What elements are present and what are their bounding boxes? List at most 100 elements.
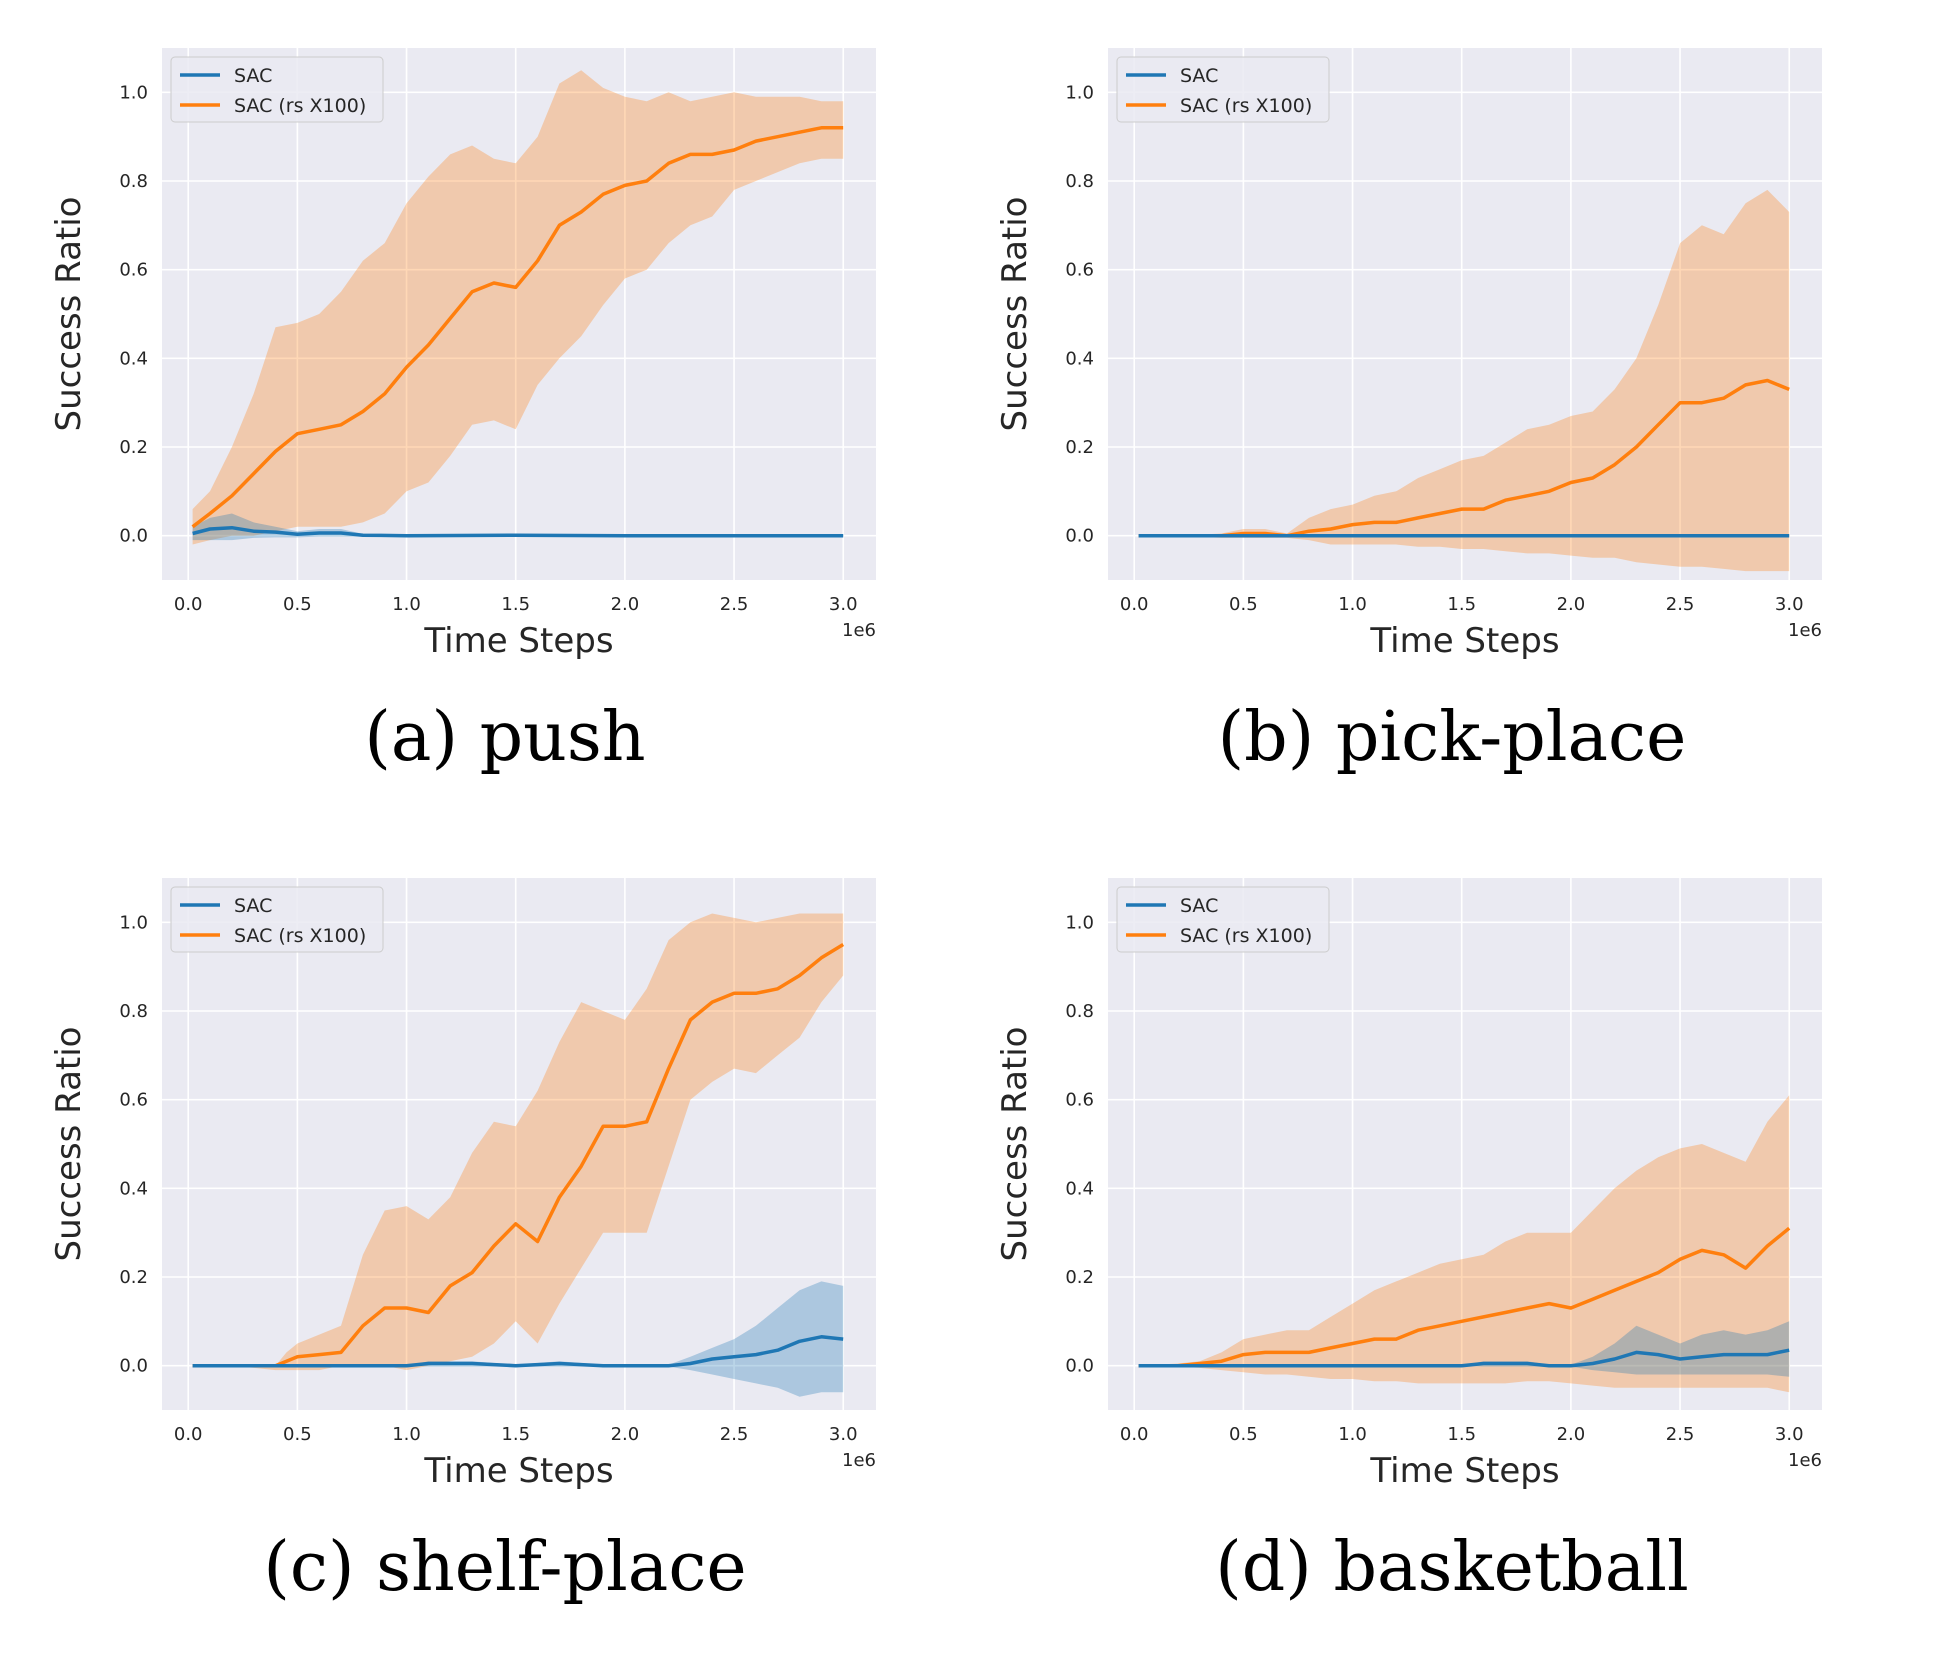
y-tick-label: 1.0 [1065, 82, 1094, 103]
y-axis-label: Success Ratio [49, 197, 89, 432]
x-tick-label: 1.0 [392, 594, 421, 615]
x-tick-label: 2.0 [1557, 594, 1586, 615]
x-tick-label: 1.0 [1338, 594, 1367, 615]
legend-label-sac: SAC [234, 65, 272, 87]
series-line-sac [192, 1335, 844, 1368]
x-tick-label: 1.5 [1447, 1424, 1476, 1445]
y-tick-label: 0.4 [119, 348, 148, 369]
confidence-band-sac-rs [192, 70, 844, 545]
x-tick-label: 3.0 [1775, 1424, 1804, 1445]
chart-panel-4: 0.0 0.5 1.0 1.5 2.0 2.5 3.0 0.0 0.2 0.4 0.6 0.8 1.0 1… [995, 878, 1822, 1607]
confidence-band-sac-rs [192, 913, 844, 1371]
x-tick-label: 2.5 [720, 594, 749, 615]
x-tick-label: 2.5 [720, 1424, 749, 1445]
y-tick-label: 0.8 [119, 171, 148, 192]
x-tick-label: 0.0 [1120, 594, 1149, 615]
y-axis-label: Success Ratio [49, 1027, 89, 1262]
y-tick-label: 1.0 [1065, 912, 1094, 933]
x-tick-label: 0.5 [1229, 1424, 1258, 1445]
x-tick-label: 3.0 [1775, 594, 1804, 615]
x-tick-label: 1.0 [392, 1424, 421, 1445]
legend-label-sac-rs: SAC (rs X100) [1180, 925, 1312, 947]
plot-area [162, 48, 876, 580]
x-tick-label: 1.5 [501, 594, 530, 615]
y-tick-label: 0.2 [119, 437, 148, 458]
subfigure-caption: (c) shelf-place [263, 1528, 746, 1607]
y-tick-label: 0.2 [1065, 437, 1094, 458]
x-tick-label: 2.0 [1557, 1424, 1586, 1445]
y-axis-label: Success Ratio [995, 1027, 1035, 1262]
confidence-band-sac [1138, 1321, 1790, 1377]
x-offset-label: 1e6 [842, 620, 876, 641]
chart-panel-3: 0.0 0.5 1.0 1.5 2.0 2.5 3.0 0.0 0.2 0.4 0.6 0.8 1.0 1… [49, 878, 876, 1607]
x-tick-label: 0.5 [283, 1424, 312, 1445]
x-tick-label: 2.0 [611, 594, 640, 615]
legend-box [1116, 56, 1330, 123]
x-tick-label: 3.0 [829, 594, 858, 615]
confidence-band-sac [192, 1281, 844, 1397]
series-line-sac [192, 525, 844, 538]
x-tick-label: 1.5 [1447, 594, 1476, 615]
legend: SAC SAC (rs X100) [170, 56, 384, 123]
x-axis-label: Time Steps [423, 621, 613, 661]
y-tick-label: 0.8 [1065, 171, 1094, 192]
legend-label-sac-rs: SAC (rs X100) [234, 95, 366, 117]
y-tick-label: 0.8 [119, 1001, 148, 1022]
y-tick-label: 0.0 [119, 526, 148, 547]
y-tick-label: 0.2 [119, 1267, 148, 1288]
legend-label-sac-rs: SAC (rs X100) [234, 925, 366, 947]
confidence-band-sac-rs [1138, 1095, 1790, 1393]
legend-label-sac-rs: SAC (rs X100) [1180, 95, 1312, 117]
y-tick-label: 0.6 [1065, 260, 1094, 281]
y-tick-label: 0.6 [119, 260, 148, 281]
x-offset-label: 1e6 [1788, 1450, 1822, 1471]
x-offset-label: 1e6 [842, 1450, 876, 1471]
x-tick-label: 2.0 [611, 1424, 640, 1445]
legend-label-sac: SAC [1180, 65, 1218, 87]
x-tick-label: 0.0 [1120, 1424, 1149, 1445]
y-tick-label: 0.8 [1065, 1001, 1094, 1022]
y-axis-label: Success Ratio [995, 197, 1035, 432]
x-axis-label: Time Steps [423, 1451, 613, 1491]
legend-label-sac: SAC [1180, 895, 1218, 917]
x-tick-label: 1.5 [501, 1424, 530, 1445]
chart-panel-2: 0.0 0.5 1.0 1.5 2.0 2.5 3.0 0.0 0.2 0.4 0.6 0.8 1.0 1… [995, 48, 1822, 777]
y-tick-label: 1.0 [119, 912, 148, 933]
y-tick-label: 0.4 [1065, 348, 1094, 369]
legend-box [170, 886, 384, 953]
y-tick-label: 0.4 [119, 1178, 148, 1199]
legend: SAC SAC (rs X100) [1116, 56, 1330, 123]
legend: SAC SAC (rs X100) [170, 886, 384, 953]
x-tick-label: 3.0 [829, 1424, 858, 1445]
x-tick-label: 2.5 [1666, 1424, 1695, 1445]
x-tick-label: 0.0 [174, 1424, 203, 1445]
x-tick-label: 0.5 [283, 594, 312, 615]
legend: SAC SAC (rs X100) [1116, 886, 1330, 953]
x-tick-label: 0.0 [174, 594, 203, 615]
legend-label-sac: SAC [234, 895, 272, 917]
series-line-sac-rs [192, 943, 845, 1368]
x-axis-label: Time Steps [1369, 1451, 1559, 1491]
y-tick-label: 0.0 [119, 1356, 148, 1377]
y-tick-label: 0.6 [1065, 1090, 1094, 1111]
y-tick-label: 1.0 [119, 82, 148, 103]
y-tick-label: 0.0 [1065, 1356, 1094, 1377]
series-line-sac-rs [1138, 1226, 1791, 1368]
y-tick-label: 0.0 [1065, 526, 1094, 547]
x-axis-label: Time Steps [1369, 621, 1559, 661]
y-tick-label: 0.4 [1065, 1178, 1094, 1199]
legend-box [170, 56, 384, 123]
subfigure-caption: (a) push [364, 698, 645, 777]
legend-box [1116, 886, 1330, 953]
plot-area [1108, 48, 1822, 580]
series-line-sac [1138, 1348, 1790, 1368]
x-tick-label: 2.5 [1666, 594, 1695, 615]
x-tick-label: 1.0 [1338, 1424, 1367, 1445]
series-line-sac-rs [191, 126, 844, 529]
subfigure-caption: (d) basketball [1215, 1528, 1689, 1607]
x-offset-label: 1e6 [1788, 620, 1822, 641]
confidence-band-sac-rs [1138, 189, 1790, 572]
plot-area [162, 878, 876, 1410]
subfigure-caption: (b) pick-place [1218, 698, 1687, 777]
